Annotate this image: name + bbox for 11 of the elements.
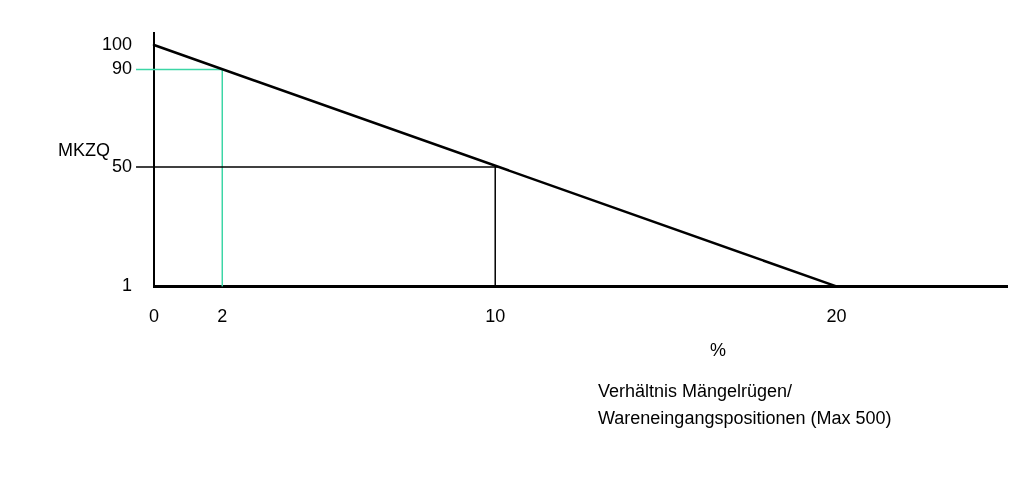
y-tick-label: 100 <box>101 33 133 54</box>
x-tick-label: 0 <box>149 306 160 327</box>
x-tick-label: 2 <box>217 306 228 327</box>
y-axis-title: MKZQ <box>58 140 110 161</box>
y-tick-label: 1 <box>122 275 133 296</box>
text: % <box>710 340 727 361</box>
x-axis-title: Verhältnis Mängelrügen/ Wareneingangspositionen (Max 500) <box>598 380 893 430</box>
x-tick-label: 20 <box>826 306 847 327</box>
y-tick-label: 90 <box>112 58 133 79</box>
y-tick-label: 50 <box>112 155 133 176</box>
x-tick-label: 10 <box>485 306 506 327</box>
